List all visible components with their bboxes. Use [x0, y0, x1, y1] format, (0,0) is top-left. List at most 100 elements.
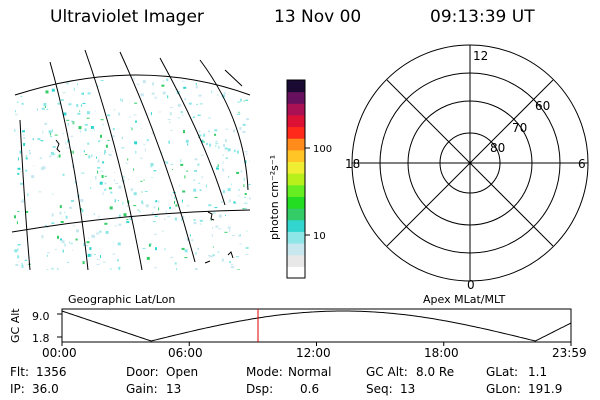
- emission-speckle: [186, 205, 190, 207]
- emission-speckle: [79, 110, 81, 112]
- longitude-line: [84, 49, 143, 271]
- emission-speckle: [183, 130, 185, 133]
- emission-speckle: [144, 148, 146, 152]
- emission-speckle: [143, 219, 145, 221]
- emission-speckle: [236, 150, 239, 154]
- emission-speckle: [86, 241, 90, 244]
- emission-speckle: [108, 153, 112, 156]
- emission-speckle: [21, 102, 24, 105]
- ip-value: 36.0: [32, 382, 59, 396]
- emission-speckle: [193, 188, 197, 192]
- emission-speckle: [91, 154, 93, 158]
- emission-speckle: [203, 133, 206, 137]
- emission-speckle: [214, 77, 218, 80]
- emission-speckle: [224, 139, 227, 143]
- colorbar-band: [287, 91, 305, 104]
- emission-speckle: [80, 208, 82, 211]
- emission-speckle: [211, 233, 213, 237]
- emission-speckle: [104, 188, 107, 191]
- emission-speckle: [188, 102, 192, 105]
- emission-speckle: [57, 267, 59, 270]
- emission-speckle: [180, 111, 183, 114]
- emission-speckle: [50, 136, 52, 137]
- emission-speckle: [14, 129, 16, 133]
- emission-speckle: [70, 243, 73, 245]
- emission-speckle: [246, 152, 248, 155]
- emission-speckle: [104, 175, 107, 177]
- flight-label: Flt:: [10, 365, 29, 379]
- door-label: Door:: [126, 365, 159, 379]
- emission-speckle: [249, 257, 251, 259]
- colorbar-frame: [286, 79, 306, 279]
- emission-speckle: [22, 130, 25, 133]
- emission-speckle: [98, 215, 100, 219]
- emission-speckle: [232, 235, 236, 236]
- emission-speckle: [43, 71, 46, 72]
- emission-speckle: [80, 199, 84, 203]
- emission-speckle: [54, 249, 57, 250]
- emission-speckle: [117, 200, 119, 201]
- emission-speckle: [104, 150, 107, 154]
- emission-speckle: [139, 157, 143, 159]
- emission-speckle: [216, 76, 219, 77]
- emission-speckle: [239, 127, 242, 130]
- emission-speckle: [209, 143, 212, 147]
- colorbar-tick-label: 100: [313, 144, 332, 155]
- emission-speckle: [73, 87, 75, 91]
- emission-speckle: [150, 112, 152, 116]
- emission-speckle: [170, 130, 173, 132]
- emission-speckle: [238, 188, 240, 191]
- emission-speckle: [112, 253, 116, 255]
- emission-speckle: [212, 212, 216, 214]
- emission-speckle: [115, 224, 117, 227]
- emission-speckle: [206, 142, 208, 145]
- emission-speckle: [114, 199, 116, 203]
- geographic-image-panel: [11, 49, 253, 271]
- longitude-line: [49, 61, 89, 271]
- emission-speckle: [215, 225, 219, 228]
- emission-speckle: [38, 191, 42, 193]
- ip-label: IP:: [10, 382, 25, 396]
- emission-speckle: [181, 247, 185, 250]
- emission-speckle: [133, 77, 135, 81]
- emission-speckle: [118, 266, 121, 270]
- emission-speckle: [50, 133, 52, 136]
- emission-speckle: [234, 74, 237, 75]
- emission-speckle: [72, 76, 74, 78]
- emission-speckle: [87, 253, 91, 257]
- emission-speckle: [223, 143, 226, 147]
- emission-speckle: [214, 129, 218, 132]
- emission-speckle: [112, 135, 115, 138]
- emission-speckle: [249, 197, 253, 200]
- emission-speckle: [87, 92, 91, 95]
- emission-speckle: [133, 205, 137, 207]
- emission-speckle: [73, 71, 75, 72]
- emission-speckle: [14, 249, 18, 253]
- emission-speckle: [186, 170, 189, 172]
- emission-speckle: [71, 150, 73, 154]
- emission-speckle: [224, 231, 228, 233]
- emission-speckle: [17, 210, 20, 212]
- emission-speckle: [242, 131, 246, 133]
- emission-speckle: [195, 85, 198, 89]
- emission-speckle: [198, 129, 200, 133]
- emission-speckle: [75, 238, 78, 241]
- emission-speckle: [139, 210, 141, 213]
- emission-speckle: [162, 91, 166, 95]
- emission-speckle: [210, 219, 212, 221]
- emission-speckle: [148, 243, 151, 247]
- emission-speckle: [29, 149, 31, 151]
- emission-speckle: [158, 207, 160, 211]
- emission-speckle: [118, 214, 121, 218]
- emission-speckle: [64, 243, 66, 247]
- emission-speckle: [199, 103, 203, 105]
- emission-speckle: [95, 71, 96, 73]
- emission-speckle: [233, 129, 236, 133]
- emission-speckle: [246, 186, 248, 189]
- emission-speckle: [72, 150, 74, 154]
- emission-speckle: [198, 134, 202, 137]
- emission-speckle: [41, 107, 45, 110]
- emission-speckle: [167, 216, 171, 218]
- emission-speckle: [96, 156, 97, 159]
- colorbar-band: [287, 114, 305, 128]
